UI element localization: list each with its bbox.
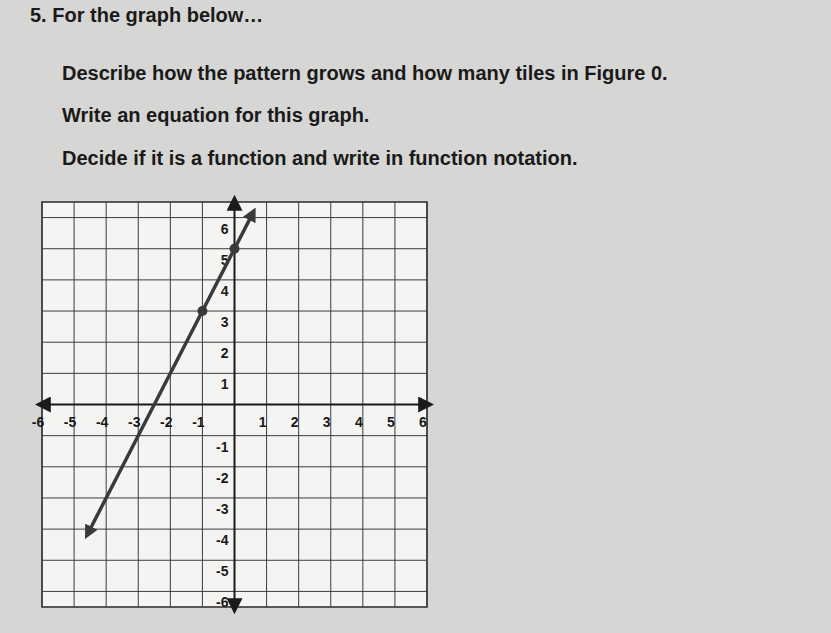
x-tick-label: 2 — [291, 414, 299, 430]
question-text: 5. For the graph below… — [30, 4, 263, 27]
worksheet: 5. For the graph below… Describe how the … — [0, 0, 831, 633]
x-tick-label: -4 — [96, 414, 109, 430]
x-tick-label: -2 — [160, 414, 173, 430]
y-tick-label: -2 — [216, 470, 229, 486]
x-tick-label: -6 — [32, 414, 45, 430]
plot-data — [87, 211, 254, 535]
x-tick-label: -3 — [128, 414, 141, 430]
x-tick-label: 4 — [355, 414, 363, 430]
x-tick-label: 3 — [323, 414, 331, 430]
question-text: Write an equation for this graph. — [62, 104, 369, 127]
y-tick-label: -6 — [216, 594, 229, 610]
question-text: Describe how the pattern grows and how m… — [62, 62, 668, 85]
x-tick-label: 6 — [419, 414, 427, 430]
y-tick-label: -5 — [216, 563, 229, 579]
data-point — [230, 244, 240, 254]
data-line — [87, 211, 254, 535]
data-point — [197, 306, 207, 316]
x-tick-label: -5 — [64, 414, 77, 430]
y-tick-label: -4 — [216, 532, 229, 548]
y-tick-label: 3 — [221, 314, 229, 330]
x-tick-label: 5 — [387, 414, 395, 430]
y-tick-label: -1 — [216, 439, 229, 455]
question-text: Decide if it is a function and write in … — [62, 147, 578, 170]
y-tick-label: 1 — [221, 376, 229, 392]
chart: -6-5-4-3-2-1123456-6-5-4-3-2-1123456 — [0, 0, 831, 633]
y-tick-label: 2 — [221, 345, 229, 361]
y-tick-label: -3 — [216, 501, 229, 517]
y-tick-label: 6 — [221, 221, 229, 237]
x-tick-label: -1 — [192, 414, 205, 430]
y-axis — [234, 198, 236, 611]
y-tick-label: 4 — [221, 283, 229, 299]
x-tick-label: 1 — [259, 414, 267, 430]
